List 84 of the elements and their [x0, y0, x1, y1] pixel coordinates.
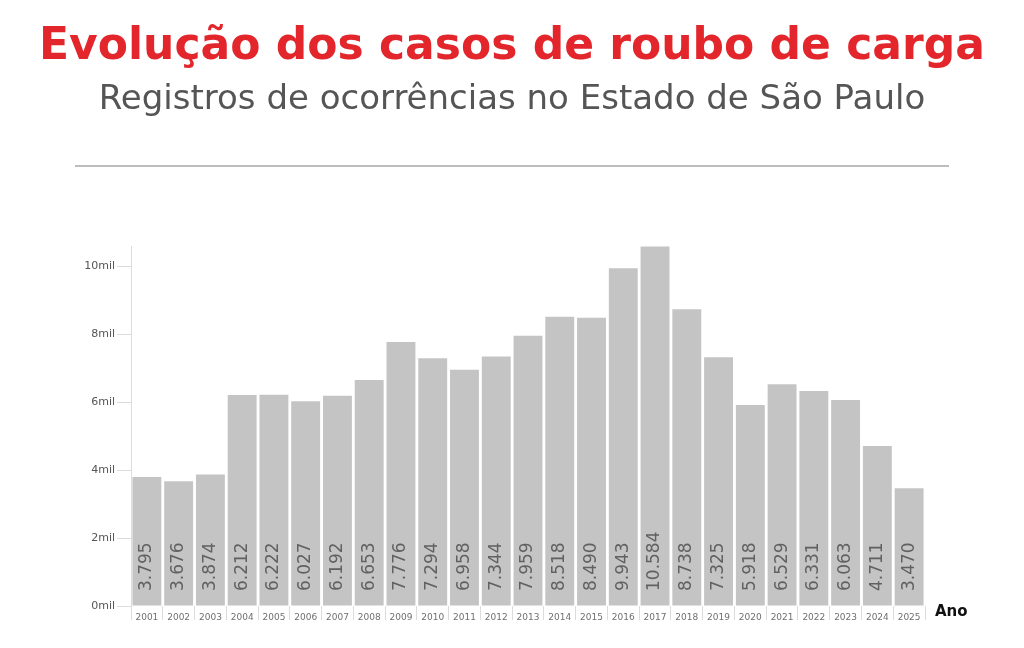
x-tick-label: 2015	[580, 611, 603, 622]
y-tick-label: 4mil	[91, 463, 115, 477]
data-label: 7.294	[421, 542, 442, 591]
data-label: 6.331	[802, 542, 823, 591]
bar	[354, 380, 384, 606]
x-tick-label: 2009	[389, 611, 413, 622]
y-tick-label: 8mil	[91, 327, 115, 341]
x-tick-label: 2020	[738, 611, 763, 622]
bar	[862, 446, 892, 606]
y-tick-label: 6mil	[91, 395, 115, 409]
data-label: 10.584	[643, 531, 664, 591]
bar	[799, 390, 829, 606]
y-tick-label: 10mil	[84, 259, 115, 273]
data-label: 6.212	[230, 542, 251, 591]
bar	[418, 358, 448, 606]
data-label: 6.529	[770, 542, 791, 591]
data-label: 3.470	[897, 542, 918, 591]
x-tick-label: 2021	[770, 611, 794, 622]
x-tick-label: 2004	[230, 611, 254, 622]
bar	[259, 394, 289, 606]
bar	[704, 357, 734, 606]
bar	[513, 335, 543, 606]
data-label: 6.222	[262, 542, 283, 591]
x-tick-label: 2006	[294, 611, 318, 622]
bar	[831, 400, 861, 606]
bar	[640, 246, 670, 606]
data-label: 6.653	[357, 542, 378, 591]
bar	[672, 309, 702, 606]
bar	[608, 268, 638, 606]
data-label: 6.192	[325, 542, 346, 591]
data-label: 7.959	[516, 542, 537, 591]
x-tick-label: 2005	[262, 611, 286, 622]
data-label: 7.325	[706, 542, 727, 591]
x-tick-label: 2019	[707, 611, 731, 622]
data-label: 8.490	[579, 542, 600, 591]
x-tick-label: 2017	[643, 611, 667, 622]
x-tick-label: 2024	[865, 611, 890, 622]
data-label: 7.344	[484, 542, 505, 591]
data-label: 6.063	[834, 542, 855, 591]
bar	[450, 369, 479, 606]
bar	[577, 317, 606, 606]
bar	[545, 316, 575, 606]
data-label: 3.676	[167, 542, 188, 591]
data-label: 4.711	[865, 542, 886, 591]
data-label: 7.776	[389, 542, 410, 591]
chart-title: Evolução dos casos de roubo de carga	[38, 17, 986, 71]
bar	[894, 488, 924, 606]
y-tick-label: 2mil	[91, 530, 115, 544]
y-tick-label: 0mil	[91, 598, 115, 612]
x-tick-label: 2022	[802, 611, 826, 622]
x-tick-label: 2025	[897, 611, 921, 622]
bar	[164, 481, 194, 606]
x-tick-label: 2010	[421, 611, 445, 622]
bar	[322, 395, 352, 606]
data-label: 3.874	[198, 542, 219, 591]
bar	[386, 341, 416, 606]
x-tick-label: 2018	[675, 611, 699, 622]
bar	[767, 384, 797, 606]
bar	[481, 356, 511, 606]
data-label: 8.518	[548, 542, 569, 591]
x-tick-label: 2012	[484, 611, 508, 622]
bar	[735, 405, 765, 606]
data-label: 6.958	[452, 542, 473, 591]
chart-subtitle: Registros de ocorrências no Estado de São Paulo	[97, 76, 927, 118]
data-label: 3.795	[135, 542, 156, 591]
data-label: 5.918	[738, 542, 759, 591]
bar	[195, 474, 225, 606]
x-tick-label: 2007	[325, 611, 349, 622]
x-tick-label: 2011	[453, 611, 476, 622]
x-tick-label: 2008	[357, 611, 381, 622]
x-tick-label: 2023	[834, 611, 858, 622]
x-tick-label: 2013	[516, 611, 540, 622]
bar	[132, 477, 162, 606]
bar	[291, 401, 321, 606]
x-tick-label: 2002	[167, 611, 191, 622]
x-tick-label: 2001	[135, 611, 159, 622]
x-tick-label: 2014	[548, 611, 572, 622]
x-axis-title: Ano	[935, 601, 968, 620]
x-tick-label: 2003	[198, 611, 222, 622]
data-label: 9.943	[611, 542, 632, 591]
x-tick-label: 2016	[611, 611, 636, 622]
bar	[227, 395, 257, 606]
data-label: 8.738	[675, 542, 696, 591]
data-label: 6.027	[294, 542, 315, 591]
